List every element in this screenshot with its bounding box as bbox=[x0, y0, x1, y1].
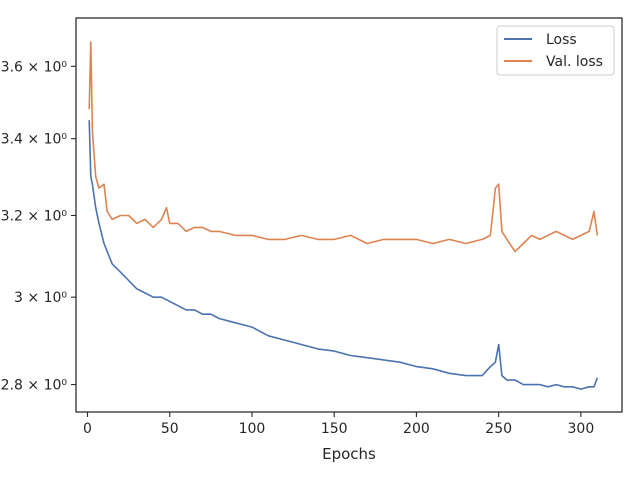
x-tick-label: 250 bbox=[485, 421, 512, 437]
y-axis: 2.8 × 10⁰ 3 × 10⁰ 3.2 × 10⁰ 3.4 × 10⁰ 3.6 × … bbox=[1, 59, 76, 394]
x-tick-label: 150 bbox=[321, 421, 348, 437]
y-tick-label: 3.4 × 10⁰ bbox=[1, 132, 68, 148]
x-axis-label: Epochs bbox=[322, 445, 376, 463]
plot-area-background bbox=[76, 18, 622, 412]
series-line-loss bbox=[88, 120, 599, 390]
x-tick-label: 300 bbox=[568, 421, 595, 437]
y-tick-label: 3.6 × 10⁰ bbox=[1, 59, 68, 75]
legend: Loss Val. loss bbox=[496, 25, 615, 76]
legend-label-val-loss: Val. loss bbox=[546, 54, 603, 70]
x-tick-label: 0 bbox=[83, 421, 92, 437]
y-tick-label: 2.8 × 10⁰ bbox=[1, 378, 68, 394]
x-tick-label: 200 bbox=[403, 421, 430, 437]
legend-label-loss: Loss bbox=[546, 32, 577, 48]
y-tick-label: 3 × 10⁰ bbox=[14, 290, 67, 306]
y-tick-label: 3.2 × 10⁰ bbox=[1, 208, 68, 224]
x-tick-label: 50 bbox=[161, 421, 179, 437]
series-layer bbox=[88, 41, 599, 390]
series-line-val-loss bbox=[88, 41, 599, 253]
x-axis: 0 50 100 150 200 250 300 bbox=[83, 412, 594, 437]
x-tick-label: 100 bbox=[239, 421, 266, 437]
